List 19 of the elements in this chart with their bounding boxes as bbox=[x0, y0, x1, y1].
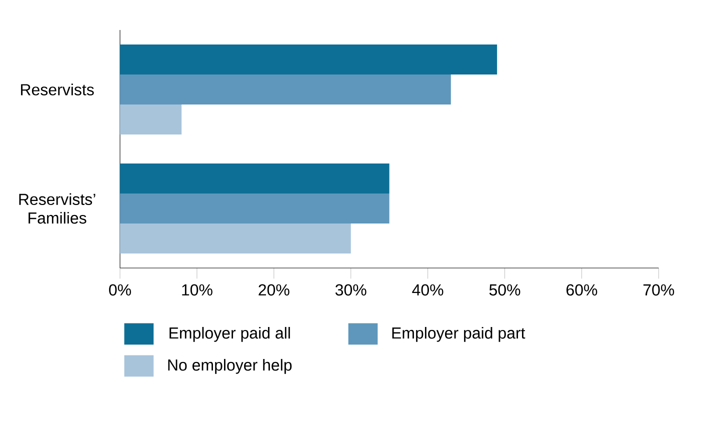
bar bbox=[120, 104, 182, 134]
x-tick-label: 20% bbox=[258, 284, 290, 296]
legend-label: Employer paid part bbox=[392, 326, 526, 342]
legend-label: No employer help bbox=[168, 358, 292, 374]
x-tick-label: 30% bbox=[335, 284, 366, 296]
bar bbox=[120, 223, 351, 254]
x-tick-label: 0% bbox=[109, 284, 131, 296]
bar bbox=[120, 193, 390, 224]
bar bbox=[120, 44, 498, 74]
x-tick-label: 10% bbox=[182, 284, 212, 296]
y-tick-label: Reservists’ Families bbox=[19, 193, 96, 224]
bar bbox=[120, 163, 390, 194]
x-tick-label: 70% bbox=[643, 284, 674, 296]
legend-label: Employer paid all bbox=[170, 326, 290, 342]
x-tick-label: 50% bbox=[489, 284, 520, 296]
x-tick-label: 60% bbox=[566, 284, 598, 296]
x-tick-label: 40% bbox=[412, 284, 444, 296]
y-tick-label: Reservists bbox=[21, 84, 94, 96]
bar bbox=[120, 74, 451, 104]
